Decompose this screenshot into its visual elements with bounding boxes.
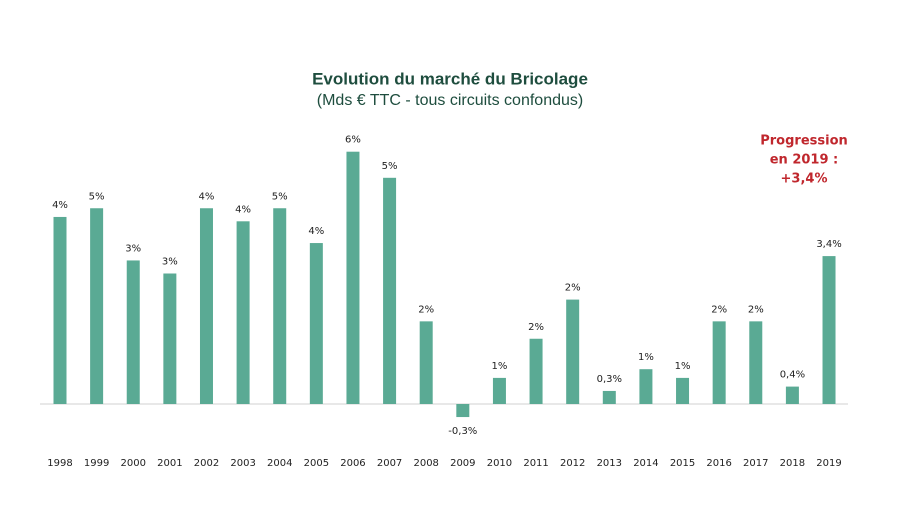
x-tick-label: 2010 [487,458,512,469]
x-tick-label: 2009 [450,458,475,469]
x-tick-label: 1998 [47,458,72,469]
x-tick-label: 2000 [121,458,146,469]
chart-subtitle: (Mds € TTC - tous circuits confondus) [317,92,583,109]
x-tick-label: 2017 [743,458,768,469]
annotation: +3,4% [781,172,828,187]
bar [163,273,177,404]
bar [566,299,580,404]
chart-title: Evolution du marché du Bricolage [312,69,588,88]
x-tick-label: 2012 [560,458,585,469]
x-tick-label: 2015 [670,458,695,469]
value-label: 6% [345,135,361,146]
value-label: 4% [199,191,215,202]
bar [419,321,433,404]
value-label: 2% [748,304,764,315]
bar [602,390,616,404]
value-label: 3% [162,257,178,268]
x-tick-label: 2006 [340,458,365,469]
bar [822,256,836,404]
x-tick-label: 2011 [523,458,548,469]
x-tick-label: 2003 [230,458,255,469]
bar [529,338,543,404]
x-tick-label: 2005 [304,458,329,469]
value-label: 3,4% [816,239,841,250]
x-tick-label: 2018 [780,458,805,469]
bar [346,151,360,404]
value-label: 2% [565,283,581,294]
x-tick-label: 2002 [194,458,219,469]
x-tick-label: 2001 [157,458,182,469]
x-tick-label: 2016 [706,458,731,469]
value-label: 2% [528,322,544,333]
bar [456,404,470,418]
x-tick-label: 2014 [633,458,658,469]
bar [492,377,506,404]
bar [236,221,250,404]
value-label: 1% [638,352,654,363]
value-label: 5% [382,161,398,172]
bar [309,243,323,404]
value-label: 0,4% [780,370,805,381]
bar [126,260,140,404]
bar [676,377,690,404]
value-label: 5% [89,191,105,202]
value-label: 4% [52,200,68,211]
value-label: 4% [235,204,251,215]
bar [199,208,213,404]
value-label: -0,3% [448,426,477,437]
x-tick-label: 2013 [597,458,622,469]
x-tick-label: 1999 [84,458,109,469]
value-label: 0,3% [597,374,622,385]
x-tick-label: 2004 [267,458,292,469]
value-label: 4% [308,226,324,237]
bar [712,321,726,404]
value-label: 3% [125,243,141,254]
x-tick-label: 2019 [816,458,841,469]
bar [639,369,653,404]
value-label: 2% [711,304,727,315]
bar [90,208,104,404]
bar [273,208,287,404]
bar [785,386,799,404]
bar [383,177,397,404]
value-label: 2% [418,304,434,315]
value-label: 5% [272,191,288,202]
x-tick-label: 2007 [377,458,402,469]
value-label: 1% [492,361,508,372]
annotation: Progression [760,134,848,149]
annotation: en 2019 : [770,153,839,168]
value-label: 1% [675,361,691,372]
x-tick-label: 2008 [413,458,438,469]
bar [749,321,763,404]
bar [53,216,67,404]
